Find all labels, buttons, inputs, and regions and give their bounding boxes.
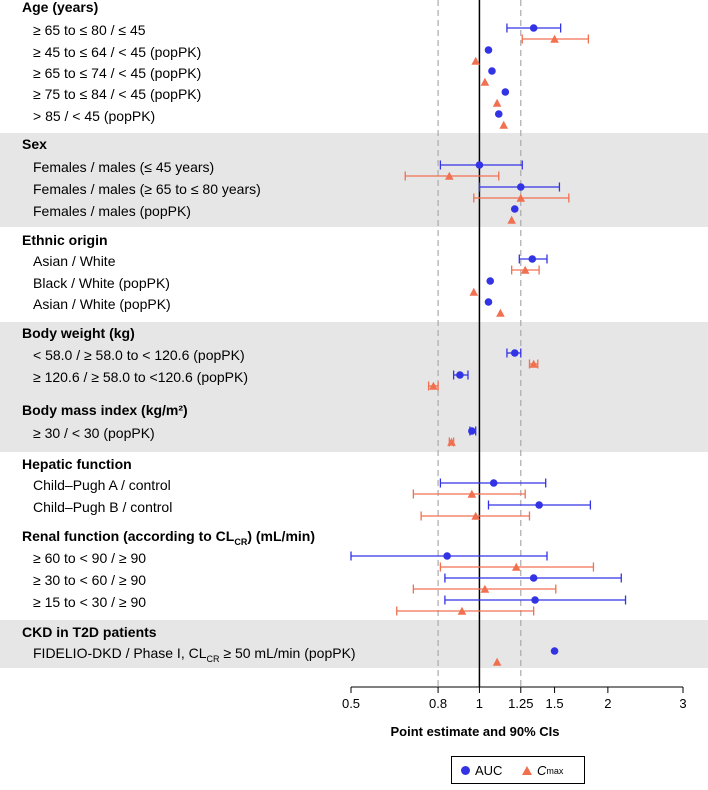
row-label: ≥ 75 to ≤ 84 / < 45 (popPK) [33, 86, 202, 102]
row-label: ≥ 60 to < 90 / ≥ 90 [33, 550, 147, 566]
auc-point [510, 349, 519, 357]
row-label: ≥ 65 to ≤ 80 / ≤ 45 [33, 22, 146, 38]
row-label: < 58.0 / ≥ 58.0 to < 120.6 (popPK) [33, 347, 245, 363]
x-tick-label: 3 [679, 696, 687, 711]
cmax-point [445, 171, 454, 180]
auc-point [456, 371, 464, 379]
legend-cmax-sub: max [546, 765, 564, 776]
cmax-point [550, 34, 559, 43]
row-label: Females / males (≥ 65 to ≤ 80 years) [33, 181, 261, 197]
auc-point [489, 479, 498, 487]
group-title: Sex [22, 136, 47, 152]
cmax-point [429, 381, 438, 390]
row-label: FIDELIO-DKD / Phase I, CLCR ≥ 50 mL/min … [33, 645, 356, 664]
row-label: Child–Pugh B / control [33, 499, 173, 515]
row-label: Black / White (popPK) [33, 275, 170, 291]
group-title: Age (years) [22, 0, 99, 15]
row-label: Asian / White [33, 253, 116, 269]
x-axis-label: Point estimate and 90% CIs [390, 724, 560, 739]
auc-point [494, 110, 503, 118]
x-tick-label: 2 [604, 696, 612, 711]
auc-point [501, 88, 510, 96]
group-title: Body mass index (kg/m²) [22, 402, 188, 418]
row-label: ≥ 45 to ≤ 64 / < 45 (popPK) [33, 44, 202, 60]
auc-point [529, 574, 538, 582]
cmax-point [516, 193, 526, 202]
auc-point [535, 501, 543, 509]
cmax-point [520, 265, 530, 274]
row-label: ≥ 30 / < 30 (popPK) [33, 425, 155, 441]
row-label: ≥ 15 to < 30 / ≥ 90 [33, 594, 147, 610]
auc-point [475, 161, 484, 169]
cmax-point [480, 77, 490, 86]
auc-point [486, 277, 495, 285]
group-band [0, 620, 708, 668]
cmax-point [457, 606, 467, 615]
cmax-point [511, 562, 521, 571]
row-label: Child–Pugh A / control [33, 477, 171, 493]
row-label: ≥ 120.6 / ≥ 58.0 to <120.6 (popPK) [33, 369, 249, 385]
legend-cmax-label: C [537, 763, 547, 778]
legend-auc: AUC [461, 763, 502, 778]
group-title: Hepatic function [22, 456, 132, 472]
auc-point [550, 647, 559, 655]
auc-point [468, 427, 476, 435]
group-band [0, 396, 708, 452]
row-label: ≥ 65 to ≤ 74 / < 45 (popPK) [33, 65, 202, 81]
cmax-point [507, 215, 516, 224]
auc-point [528, 255, 537, 263]
cmax-point [447, 437, 456, 446]
row-label: Females / males (popPK) [33, 203, 191, 219]
cmax-point [496, 308, 505, 317]
group-band [0, 133, 708, 227]
cmax-point [480, 584, 490, 593]
x-tick-label: 1.25 [508, 696, 534, 711]
group-band [0, 322, 708, 396]
x-tick-label: 0.8 [429, 696, 448, 711]
row-label: Asian / White (popPK) [33, 296, 171, 312]
auc-point [484, 298, 493, 306]
auc-point [529, 24, 538, 32]
auc-point [531, 596, 539, 604]
cmax-point [469, 287, 479, 296]
cmax-point [499, 120, 509, 129]
cmax-marker-icon [522, 766, 532, 775]
cmax-point [471, 511, 480, 520]
group-title: Ethnic origin [22, 232, 108, 248]
group-title: Renal function (according to CLCR) (mL/m… [22, 528, 315, 547]
auc-marker-icon [461, 766, 470, 775]
cmax-point [471, 56, 480, 65]
cmax-point [467, 489, 477, 498]
row-label: ≥ 30 to < 60 / ≥ 90 [33, 572, 147, 588]
x-tick-label: 0.5 [341, 696, 361, 711]
row-label: > 85 / < 45 (popPK) [33, 108, 156, 124]
group-title: CKD in T2D patients [22, 624, 157, 640]
auc-point [516, 183, 525, 191]
cmax-point [492, 657, 502, 666]
x-tick-label: 1 [475, 696, 484, 711]
cmax-point [529, 359, 538, 368]
auc-point [510, 205, 519, 213]
auc-point [488, 67, 496, 75]
x-tick-label: 1.5 [545, 696, 564, 711]
group-title: Body weight (kg) [22, 325, 135, 341]
auc-point [443, 552, 451, 560]
cmax-point [492, 98, 502, 107]
row-label: Females / males (≤ 45 years) [33, 159, 215, 175]
auc-point [484, 46, 493, 54]
legend-auc-label: AUC [475, 763, 503, 778]
